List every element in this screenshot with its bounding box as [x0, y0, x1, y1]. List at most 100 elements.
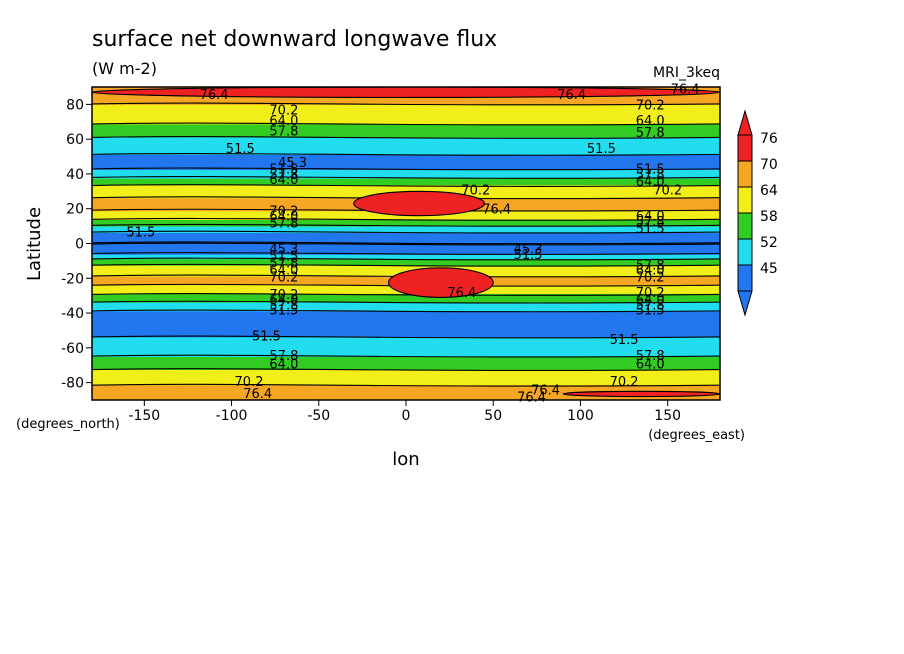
x-tick-label: -100 [216, 408, 248, 424]
contour-band [92, 189, 720, 192]
contour-band [92, 352, 720, 355]
contour-band [92, 256, 720, 260]
contour-line [91, 263, 721, 267]
contour-band [92, 300, 720, 303]
contour-label: 57.8 [636, 258, 665, 273]
contour-band [92, 115, 720, 118]
contour-band [92, 226, 720, 229]
contour-band [92, 104, 720, 107]
y-tick-label: 20 [66, 202, 84, 218]
contour-band [92, 358, 720, 362]
contour-line [91, 230, 721, 234]
contour-band [92, 308, 720, 312]
contour-line [91, 176, 721, 179]
contour-band [92, 321, 720, 325]
y-tick-label: -60 [61, 341, 84, 357]
contour-line [91, 274, 721, 278]
contour-band [92, 315, 720, 318]
contour-band [92, 380, 720, 384]
contour-band [92, 158, 720, 162]
contour-line [91, 335, 721, 339]
contour-band [92, 330, 720, 334]
contour-feature [562, 390, 721, 398]
contour-band [92, 217, 720, 220]
contour-band [92, 339, 720, 342]
colorbar: 76 70 64 58 52 45 [737, 109, 778, 317]
contour-label: 45.3 [278, 156, 307, 171]
colorbar-label: 58 [760, 209, 778, 225]
contour-band [92, 97, 720, 101]
contour-label: 70.2 [269, 271, 298, 286]
contour-label: 70.2 [610, 375, 639, 390]
contour-band [92, 269, 720, 273]
contour-band [92, 102, 720, 105]
contour-band [92, 167, 720, 170]
contour-line [91, 208, 721, 212]
contour-band [92, 232, 720, 236]
contour-label: 57.8 [636, 126, 665, 141]
contour-band [92, 139, 720, 142]
colorbar-label: 76 [760, 131, 778, 147]
y-tick-label: -80 [61, 376, 84, 392]
contour-label: 64.0 [269, 114, 298, 129]
contour-label: 57.8 [636, 349, 665, 364]
contour-band [92, 317, 720, 320]
contour-band [92, 376, 720, 379]
colorbar-label: 70 [760, 157, 778, 173]
contour-label: 57.8 [269, 257, 298, 272]
contour-line [91, 257, 721, 261]
contour-line [91, 252, 721, 255]
contour-label: 51.5 [610, 333, 639, 348]
contour-band [92, 356, 720, 360]
contour-band [92, 100, 720, 103]
contour-band [92, 397, 720, 401]
x-axis-ticks: -150 -100 -50 0 50 100 150 [128, 400, 681, 424]
contour-feature [353, 190, 486, 217]
contour-band [92, 128, 720, 131]
contour-label: 57.8 [636, 168, 665, 183]
contour-band [92, 147, 720, 151]
contour-band [92, 313, 720, 316]
contour-band [92, 265, 720, 268]
contour-label: 51.5 [126, 225, 155, 240]
contour-line [91, 102, 721, 106]
contour-label: 57.8 [269, 168, 298, 183]
contour-band [92, 360, 720, 364]
contour-label: 76.4 [447, 286, 476, 301]
contour-band [92, 145, 720, 149]
model-name: MRI_3keq [653, 65, 720, 81]
colorbar-label: 64 [760, 183, 778, 199]
contour-label: 64.0 [636, 175, 665, 190]
contour-band [92, 373, 720, 377]
colorbar-segment [737, 212, 753, 240]
contour-label: 64.0 [269, 357, 298, 372]
contour-band [92, 219, 720, 223]
contour-line [91, 136, 721, 139]
y-axis-ticks: -80 -60 -40 -20 0 20 40 60 80 [61, 97, 92, 392]
contour-band [92, 160, 720, 164]
contour-label: 64.0 [636, 293, 665, 308]
contour-labels: 76.4 76.4 76.470.2 70.264.0 64.057.8 57.851.5… [126, 83, 699, 406]
contour-band [92, 393, 720, 397]
contour-band [92, 182, 720, 186]
contour-band [92, 332, 720, 336]
colorbar-segment [737, 264, 753, 292]
contour-band [92, 343, 720, 347]
contour-band [92, 258, 720, 262]
contour-band [92, 236, 720, 240]
contour-band [92, 113, 720, 116]
contour-label: 64.0 [636, 264, 665, 279]
x-tick-label: -50 [307, 408, 330, 424]
contour-label: 70.2 [653, 184, 682, 199]
contour-band [92, 389, 720, 392]
contour-label: 64.0 [636, 114, 665, 129]
contour-band [92, 130, 720, 134]
contour-label: 64.0 [269, 264, 298, 279]
contour-label: 70.2 [461, 184, 490, 199]
colorbar-triangle-bottom [737, 290, 753, 317]
contour-line [91, 217, 721, 221]
contour-band [92, 108, 720, 112]
contour-band [92, 354, 720, 357]
contour-label: 76.4 [243, 387, 272, 402]
contour-band [92, 328, 720, 331]
